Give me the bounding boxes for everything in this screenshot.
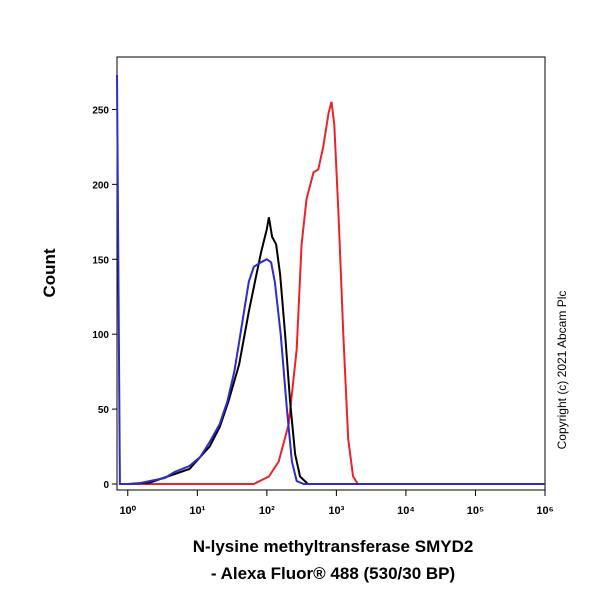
plot-frame	[116, 56, 546, 491]
x-tick-label: 10⁶	[536, 505, 553, 517]
x-axis-label: - Alexa Fluor® 488 (530/30 BP)	[211, 564, 455, 583]
y-axis-label: Count	[40, 248, 59, 297]
y-tick-label: 150	[92, 255, 109, 266]
x-tick-label: 10⁵	[467, 505, 484, 517]
y-tick-label: 50	[98, 405, 110, 416]
x-tick-label: 10²	[259, 505, 275, 517]
histogram-line	[127, 101, 545, 485]
x-tick-label: 10⁰	[119, 505, 136, 517]
y-tick-label: 250	[92, 105, 109, 116]
x-tick-label: 10⁴	[397, 505, 415, 517]
copyright: Copyright (c) 2021 Abcam Plc	[555, 291, 569, 450]
x-tick-label: 10¹	[189, 505, 205, 517]
histogram-line	[127, 217, 545, 485]
x-axis-label: N-lysine methyltransferase SMYD2	[193, 537, 474, 556]
y-tick-label: 100	[92, 330, 109, 341]
y-tick-label: 0	[103, 480, 109, 491]
y-tick-label: 200	[92, 180, 109, 191]
x-tick-label: 10³	[328, 505, 344, 517]
histogram-line	[116, 74, 545, 485]
